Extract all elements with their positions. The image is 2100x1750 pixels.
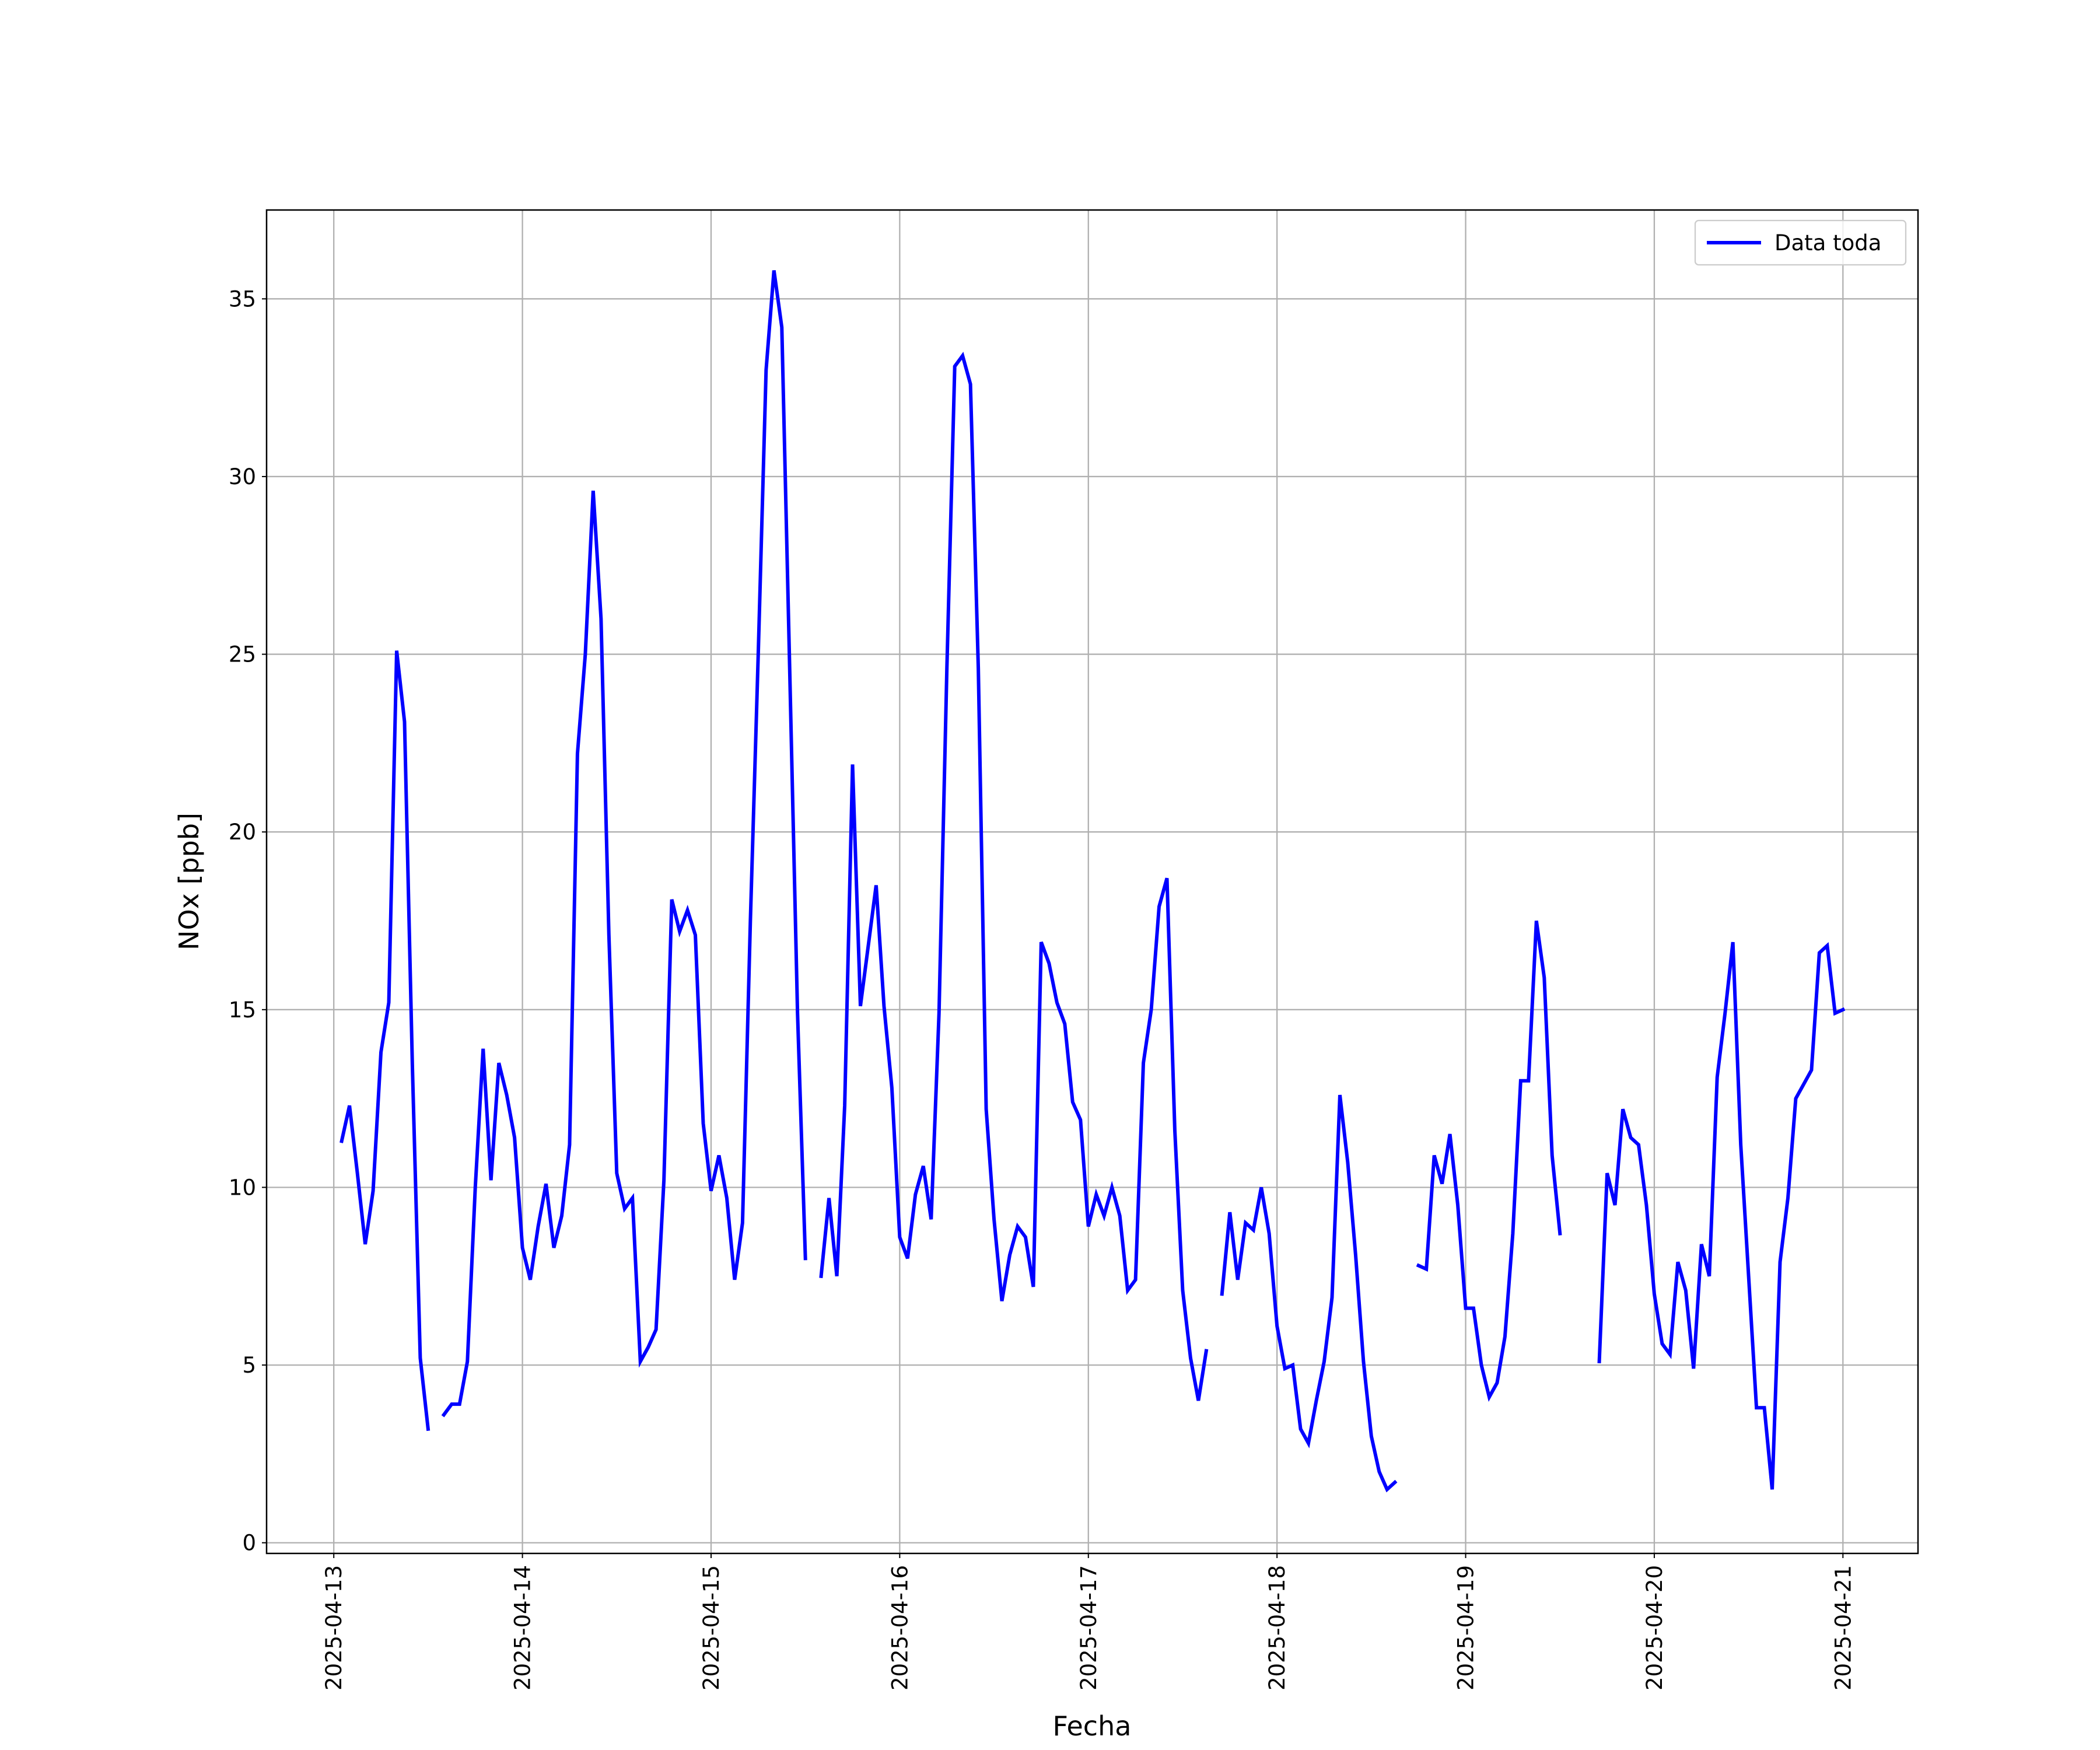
- x-tick-label: 2025-04-15: [699, 1565, 724, 1690]
- x-tick-label: 2025-04-17: [1076, 1565, 1101, 1690]
- y-tick-label: 15: [229, 998, 256, 1023]
- legend-box: [1694, 219, 1907, 266]
- legend: Data toda: [1694, 219, 1907, 266]
- x-tick-label: 2025-04-19: [1454, 1565, 1479, 1690]
- x-tick-label: 2025-04-18: [1265, 1565, 1290, 1690]
- plot-frame: [265, 209, 1919, 1555]
- x-tick-label: 2025-04-14: [510, 1565, 536, 1690]
- x-tick-label: 2025-04-13: [321, 1565, 346, 1690]
- y-tick-label: 0: [242, 1531, 256, 1556]
- x-tick-label: 2025-04-20: [1642, 1565, 1667, 1690]
- y-tick-label: 10: [229, 1175, 256, 1200]
- y-tick-label: 30: [229, 464, 256, 489]
- y-tick-label: 25: [229, 642, 256, 667]
- y-tick-label: 5: [242, 1353, 256, 1378]
- x-tick-label: 2025-04-21: [1831, 1565, 1856, 1690]
- y-tick-label: 35: [229, 286, 256, 312]
- legend-label: Data toda: [1774, 230, 1881, 256]
- x-axis-label: Fecha: [1053, 1710, 1132, 1742]
- data-line: [340, 270, 1846, 1493]
- x-tick-label: 2025-04-16: [887, 1565, 912, 1690]
- y-tick-label: 20: [229, 820, 256, 845]
- y-axis-label: NOx [ppb]: [173, 813, 205, 950]
